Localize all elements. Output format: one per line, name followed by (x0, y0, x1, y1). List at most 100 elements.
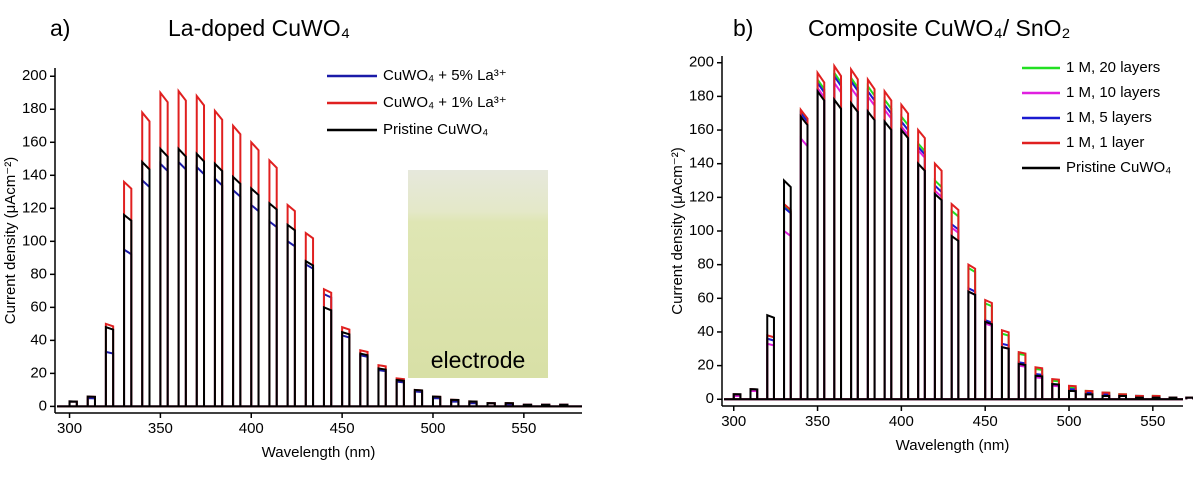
pulse (850, 100, 859, 400)
pulse (68, 400, 78, 407)
pulse (195, 164, 206, 407)
pulse (950, 225, 960, 400)
pulse (1017, 364, 1027, 400)
pulse (950, 234, 960, 400)
pulse (268, 157, 278, 407)
y-tick-label: 100 (689, 222, 714, 239)
pulse (413, 388, 424, 407)
chart-title: La-doped CuWO₄ (168, 15, 350, 41)
pulse (286, 239, 296, 407)
y-tick-label: 0 (706, 390, 714, 407)
pulse (1168, 396, 1178, 400)
pulse (268, 201, 278, 407)
pulse (883, 101, 893, 400)
pulse (866, 88, 876, 400)
pulse (250, 202, 260, 407)
y-axis-label: Current density (μAcm⁻²) (2, 157, 19, 324)
x-axis-label: Wavelength (nm) (896, 437, 1010, 454)
pulse (984, 318, 993, 400)
pulse (984, 320, 993, 400)
legend-label: 1 M, 5 layers (1066, 109, 1152, 126)
pulse (1000, 328, 1010, 400)
y-axis-label: Current density (μAcm⁻²) (669, 147, 686, 314)
pulse (1034, 366, 1044, 400)
pulse (213, 161, 224, 407)
y-tick-label: 140 (22, 166, 47, 183)
pulse (123, 212, 133, 407)
pulse (213, 176, 224, 407)
pulse (195, 93, 206, 407)
pulse (850, 78, 859, 400)
x-tick-label: 400 (889, 413, 914, 430)
pulse (917, 161, 926, 400)
pulse (816, 69, 826, 400)
pulse (250, 139, 260, 407)
pulse (967, 289, 977, 400)
x-tick-label: 400 (239, 420, 264, 437)
y-tick-label: 40 (30, 331, 47, 348)
pulse (559, 403, 569, 407)
pulse (816, 79, 826, 400)
pulse (799, 108, 809, 400)
legend-label: Pristine CuWO₄ (383, 121, 488, 138)
y-tick-label: 180 (22, 100, 47, 117)
y-tick-label: 160 (22, 133, 47, 150)
pulse (359, 352, 369, 407)
pulse (967, 262, 977, 400)
pulse (1151, 396, 1161, 400)
y-tick-label: 80 (697, 256, 714, 273)
legend-label: CuWO₄ + 5% La³⁺ (383, 67, 507, 84)
pulse (866, 108, 876, 400)
pulse (950, 222, 960, 400)
y-tick-label: 60 (30, 298, 47, 315)
y-tick-label: 40 (697, 323, 714, 340)
pulse (359, 349, 369, 407)
legend-label: 1 M, 20 layers (1066, 59, 1160, 76)
y-tick-label: 200 (689, 54, 714, 71)
pulse (933, 188, 943, 400)
pulse (341, 325, 351, 407)
x-tick-label: 450 (973, 413, 998, 430)
y-tick-label: 200 (22, 67, 47, 84)
pulse (866, 83, 876, 400)
pulse (1068, 389, 1077, 400)
pulse (141, 159, 151, 407)
pulse (486, 402, 496, 407)
pulse (286, 222, 296, 407)
pulse (783, 228, 792, 400)
pulse (917, 147, 926, 400)
pulse (395, 380, 405, 407)
pulse (816, 76, 826, 400)
pulse (341, 334, 351, 407)
pulse (268, 219, 278, 407)
pulse (1000, 345, 1010, 400)
pulse (250, 186, 260, 407)
pulse (86, 395, 96, 407)
pulse (967, 289, 977, 400)
pulse (1017, 362, 1027, 400)
photo-inset (408, 170, 548, 378)
pulse (766, 337, 775, 400)
pulse (177, 146, 187, 407)
pulse (431, 397, 442, 407)
pulse (799, 135, 809, 400)
pulse (286, 202, 296, 407)
pulse (141, 109, 151, 407)
pulse (783, 178, 792, 400)
pulse (1185, 396, 1193, 400)
pulse (933, 178, 943, 400)
x-tick-label: 450 (330, 420, 355, 437)
pulse (732, 393, 742, 400)
pulse (232, 187, 242, 407)
pulse (1034, 376, 1044, 400)
pulse (833, 62, 843, 400)
pulse (900, 113, 910, 400)
pulse (1084, 393, 1094, 400)
pulse (933, 183, 943, 400)
y-tick-label: 140 (689, 155, 714, 172)
pulse (850, 66, 859, 400)
pulse (984, 298, 993, 400)
pulse (1017, 352, 1027, 400)
pulse (232, 174, 242, 407)
